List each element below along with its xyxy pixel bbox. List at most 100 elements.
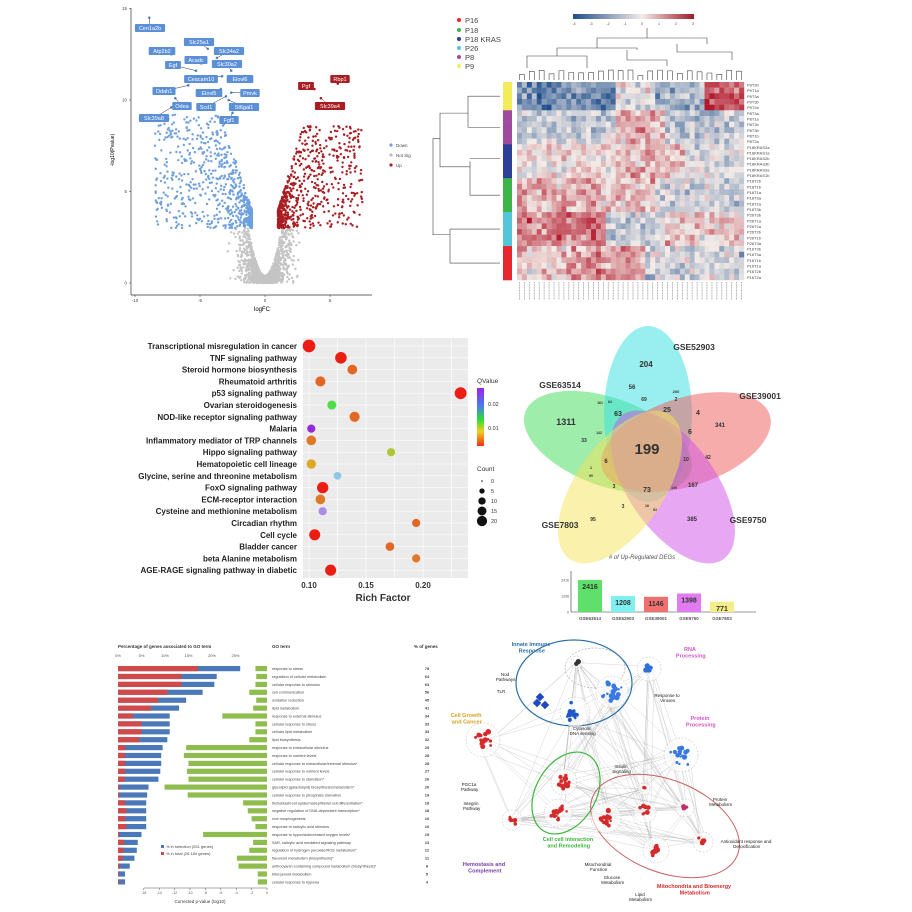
- bar-pvalue: [188, 776, 267, 782]
- heatmap-cell: [541, 104, 547, 111]
- heatmap-cell: [669, 217, 676, 224]
- heatmap-cell: [536, 268, 542, 275]
- legend-dot-up: [389, 163, 393, 167]
- heatmap-cell: [704, 257, 710, 264]
- heatmap-cell: [517, 268, 523, 275]
- gene-label-box: [138, 114, 170, 122]
- bar-total: [118, 784, 120, 790]
- heatmap-cell: [531, 268, 537, 275]
- heatmap-cell: [625, 251, 631, 258]
- heatmap-cell: [610, 121, 616, 128]
- heatmap-cell: [556, 110, 562, 117]
- point-not-sig: [248, 250, 252, 254]
- point-down: [195, 119, 198, 122]
- point-down: [157, 196, 161, 200]
- heatmap-cell: [704, 212, 710, 218]
- point-down: [250, 208, 253, 211]
- dendrogram-branch: [519, 74, 525, 75]
- point-up: [316, 139, 320, 142]
- heatmap-cell: [517, 132, 523, 139]
- point-up: [344, 194, 348, 198]
- heatmap-cell: [704, 87, 710, 94]
- heatmap-cell: [595, 189, 602, 196]
- point-up: [312, 135, 315, 138]
- dendrogram-branch: [657, 69, 663, 75]
- point-down: [250, 220, 253, 224]
- heatmap-cell: [660, 144, 666, 151]
- heatmap-cell: [689, 110, 695, 117]
- heatmap-cell: [724, 178, 730, 185]
- point-up: [310, 180, 314, 184]
- point-down: [249, 215, 252, 218]
- heatmap-cell: [714, 195, 720, 201]
- row-label: P18T2a: [747, 201, 762, 206]
- heatmap-cell: [704, 144, 710, 151]
- heatmap-cell: [719, 149, 725, 156]
- point-down: [230, 176, 233, 180]
- heatmap-cell: [531, 183, 537, 190]
- heatmap-cell: [566, 115, 572, 122]
- heatmap-cell: [576, 161, 582, 168]
- legend-dot-p9: [457, 64, 461, 68]
- heatmap-cell: [551, 98, 557, 105]
- point-up: [359, 168, 363, 172]
- heatmap-cell: [734, 206, 740, 213]
- heatmap-cell: [699, 183, 705, 190]
- bar-selection: [118, 839, 138, 845]
- heatmap-cell: [586, 257, 592, 264]
- heatmap-cell: [699, 274, 705, 281]
- point-up: [355, 165, 358, 168]
- heatmap-cell: [684, 149, 690, 156]
- heatmap-cell: [546, 268, 552, 275]
- point-down: [207, 174, 210, 178]
- point-up: [355, 225, 359, 228]
- heatmap-cell: [694, 212, 700, 218]
- point-not-sig: [247, 263, 251, 266]
- point-not-sig: [237, 259, 240, 263]
- point-up: [308, 208, 311, 211]
- heatmap-cell: [709, 223, 715, 230]
- heatmap-cell: [729, 195, 735, 201]
- heatmap-cell: [586, 195, 592, 201]
- point-up: [292, 157, 295, 160]
- heatmap-cell: [541, 212, 547, 218]
- point-down: [205, 135, 208, 139]
- heatmap-cell: [739, 189, 745, 196]
- heatmap-cell: [605, 155, 611, 162]
- bar-total: [118, 745, 126, 751]
- point-not-sig: [251, 280, 254, 283]
- heatmap-cell: [600, 257, 607, 264]
- heatmap-cell: [684, 166, 690, 173]
- heatmap-cell: [660, 82, 666, 88]
- heatmap-cell: [517, 121, 523, 128]
- point-down: [223, 201, 226, 205]
- gene-label-box: [165, 61, 181, 69]
- heatmap-cell: [660, 263, 666, 269]
- point-up: [334, 135, 338, 138]
- heatmap-cell: [724, 268, 730, 275]
- bubble-point: [309, 529, 321, 541]
- point-down: [183, 215, 187, 218]
- point-not-sig: [274, 252, 278, 256]
- heatmap-cell: [581, 223, 587, 230]
- heatmap-cell: [640, 138, 646, 145]
- heatmap-cell: [605, 87, 611, 94]
- pathway-label: Circadian rhythm: [231, 519, 297, 528]
- heatmap-cell: [699, 93, 705, 100]
- heatmap-cell: [625, 87, 631, 94]
- point-down: [197, 182, 201, 185]
- point-up: [345, 170, 349, 173]
- bubble-point: [318, 507, 327, 516]
- x-tick-label: 0.10: [301, 581, 317, 590]
- point-up: [353, 166, 357, 170]
- point-not-sig: [288, 256, 291, 259]
- volcano-xlabel: logFC: [254, 307, 271, 313]
- count-legend-label: 20: [491, 519, 497, 525]
- point-up: [311, 216, 314, 219]
- heatmap-cell: [521, 104, 528, 111]
- row-label: P16T2a: [747, 275, 762, 280]
- heatmap-cell: [709, 93, 715, 100]
- point-up: [338, 141, 341, 145]
- heatmap-cell: [536, 110, 542, 117]
- heatmap-cell: [669, 206, 676, 213]
